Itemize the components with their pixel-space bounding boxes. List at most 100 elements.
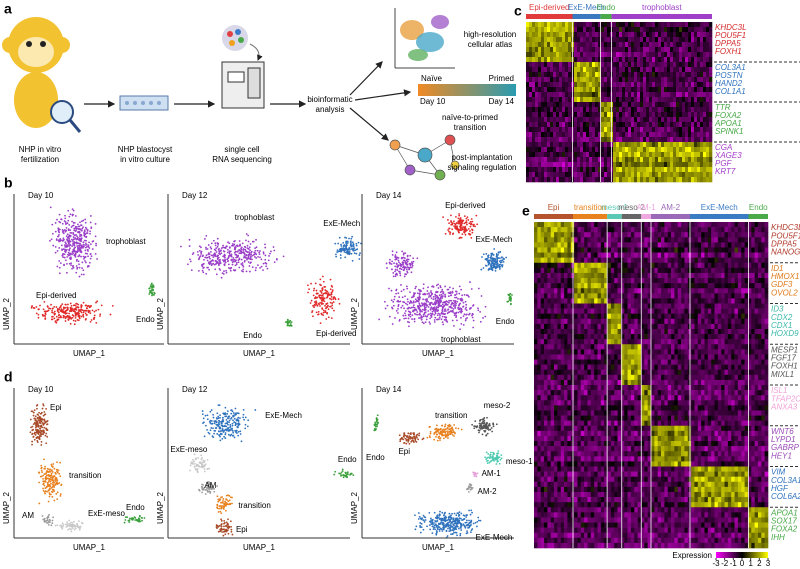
cell-point xyxy=(453,314,456,317)
cell-point xyxy=(483,430,486,433)
cell-point xyxy=(451,426,453,429)
heat-cell xyxy=(682,67,686,73)
cell-point xyxy=(458,517,461,520)
heat-cell xyxy=(592,42,596,48)
cell-point xyxy=(376,414,379,417)
cell-point xyxy=(396,300,399,303)
cell-point xyxy=(224,247,227,250)
cell-point xyxy=(319,297,322,300)
cell-point xyxy=(462,323,465,326)
cell-point xyxy=(216,412,219,415)
cell-point xyxy=(75,313,77,316)
cell-point xyxy=(44,312,47,315)
cell-point xyxy=(44,315,47,317)
cell-point xyxy=(488,259,491,262)
cell-point xyxy=(46,519,49,522)
heat-cell xyxy=(592,32,596,38)
cell-point xyxy=(398,261,400,264)
heat-cell xyxy=(526,37,530,43)
heat-cell xyxy=(568,47,572,53)
heat-cell xyxy=(598,47,602,53)
cell-point xyxy=(236,426,239,428)
cell-point xyxy=(342,476,345,479)
heat-cell xyxy=(553,32,557,38)
cell-point xyxy=(487,459,489,462)
heat-cell xyxy=(556,42,560,48)
heat-cell xyxy=(550,52,554,58)
heat-cell xyxy=(673,87,677,93)
heat-cell xyxy=(631,27,635,33)
cell-point xyxy=(86,245,88,248)
cell-point xyxy=(65,242,67,245)
cell-point xyxy=(46,490,48,493)
cell-point xyxy=(229,423,232,426)
cell-point xyxy=(82,241,85,244)
heat-cell xyxy=(559,37,563,43)
cell-point xyxy=(464,525,466,528)
heat-cell xyxy=(580,27,584,33)
heat-cell xyxy=(697,67,701,73)
heat-cell xyxy=(547,37,551,43)
cell-point xyxy=(74,230,77,232)
cell-point xyxy=(481,256,483,258)
cell-point xyxy=(216,485,219,487)
cell-point xyxy=(89,230,91,233)
heat-cell xyxy=(679,47,683,53)
heat-cell xyxy=(553,72,557,78)
cell-point xyxy=(320,301,323,304)
cell-point xyxy=(421,308,424,311)
cell-point xyxy=(42,308,45,311)
cell-point xyxy=(470,484,473,486)
cell-point xyxy=(398,270,400,273)
heat-cell xyxy=(613,37,617,43)
heat-cell xyxy=(679,42,683,48)
cluster-label: Endo xyxy=(126,503,145,512)
cell-point xyxy=(449,526,452,529)
cell-point xyxy=(197,254,200,256)
heat-cell xyxy=(709,52,713,58)
cell-point xyxy=(54,320,57,323)
heat-cell xyxy=(544,22,548,28)
cell-point xyxy=(320,312,323,315)
cell-point xyxy=(257,264,259,267)
cell-point xyxy=(220,519,223,522)
heat-cell xyxy=(526,57,530,63)
heat-cell xyxy=(592,92,596,98)
cell-point xyxy=(52,244,55,247)
cell-point xyxy=(40,420,43,423)
cell-point xyxy=(394,256,397,258)
heat-cell xyxy=(628,67,632,73)
cell-point xyxy=(447,437,449,439)
cell-point xyxy=(73,229,76,232)
cell-point xyxy=(65,235,68,238)
cell-point xyxy=(496,259,499,262)
cell-point xyxy=(289,323,292,325)
heat-cell xyxy=(685,42,689,48)
cell-point xyxy=(70,530,73,533)
heat-cell xyxy=(586,52,590,58)
cell-point xyxy=(245,270,248,273)
cell-point xyxy=(224,504,227,507)
cell-point xyxy=(237,255,239,258)
cell-point xyxy=(436,295,438,298)
heat-cell xyxy=(667,67,671,73)
cell-point xyxy=(408,314,410,317)
cell-point xyxy=(397,305,400,308)
heat-cell xyxy=(595,22,599,28)
heat-cell xyxy=(679,52,683,58)
cell-point xyxy=(469,220,472,223)
cell-point xyxy=(427,296,430,298)
cell-point xyxy=(498,257,501,260)
heat-cell xyxy=(652,22,656,28)
heat-cell xyxy=(700,72,704,78)
cell-point xyxy=(316,292,318,295)
cell-point xyxy=(69,213,72,216)
cluster-label: meso-1 xyxy=(506,457,533,466)
cell-point xyxy=(437,318,440,321)
heat-cell xyxy=(568,62,572,68)
cell-point xyxy=(57,227,60,230)
cell-point xyxy=(419,524,422,527)
heat-cell xyxy=(595,32,599,38)
cell-point xyxy=(44,477,47,480)
cell-point xyxy=(43,430,45,433)
